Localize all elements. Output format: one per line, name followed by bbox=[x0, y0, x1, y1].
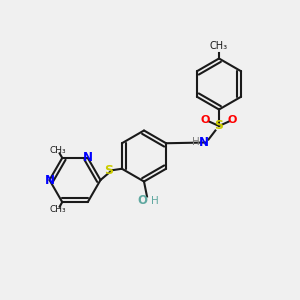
Text: S: S bbox=[214, 119, 224, 133]
Text: CH₃: CH₃ bbox=[50, 146, 66, 155]
Text: H: H bbox=[192, 137, 200, 148]
Text: O: O bbox=[228, 115, 237, 125]
Text: O: O bbox=[138, 194, 148, 208]
Text: N: N bbox=[44, 173, 55, 187]
Text: S: S bbox=[104, 164, 113, 177]
Text: N: N bbox=[83, 152, 93, 164]
Text: O: O bbox=[201, 115, 210, 125]
Text: CH₃: CH₃ bbox=[50, 205, 66, 214]
Text: N: N bbox=[199, 136, 209, 149]
Text: H: H bbox=[152, 196, 159, 206]
Text: CH₃: CH₃ bbox=[210, 41, 228, 51]
